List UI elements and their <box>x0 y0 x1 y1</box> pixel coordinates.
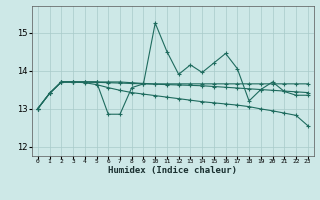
X-axis label: Humidex (Indice chaleur): Humidex (Indice chaleur) <box>108 166 237 175</box>
